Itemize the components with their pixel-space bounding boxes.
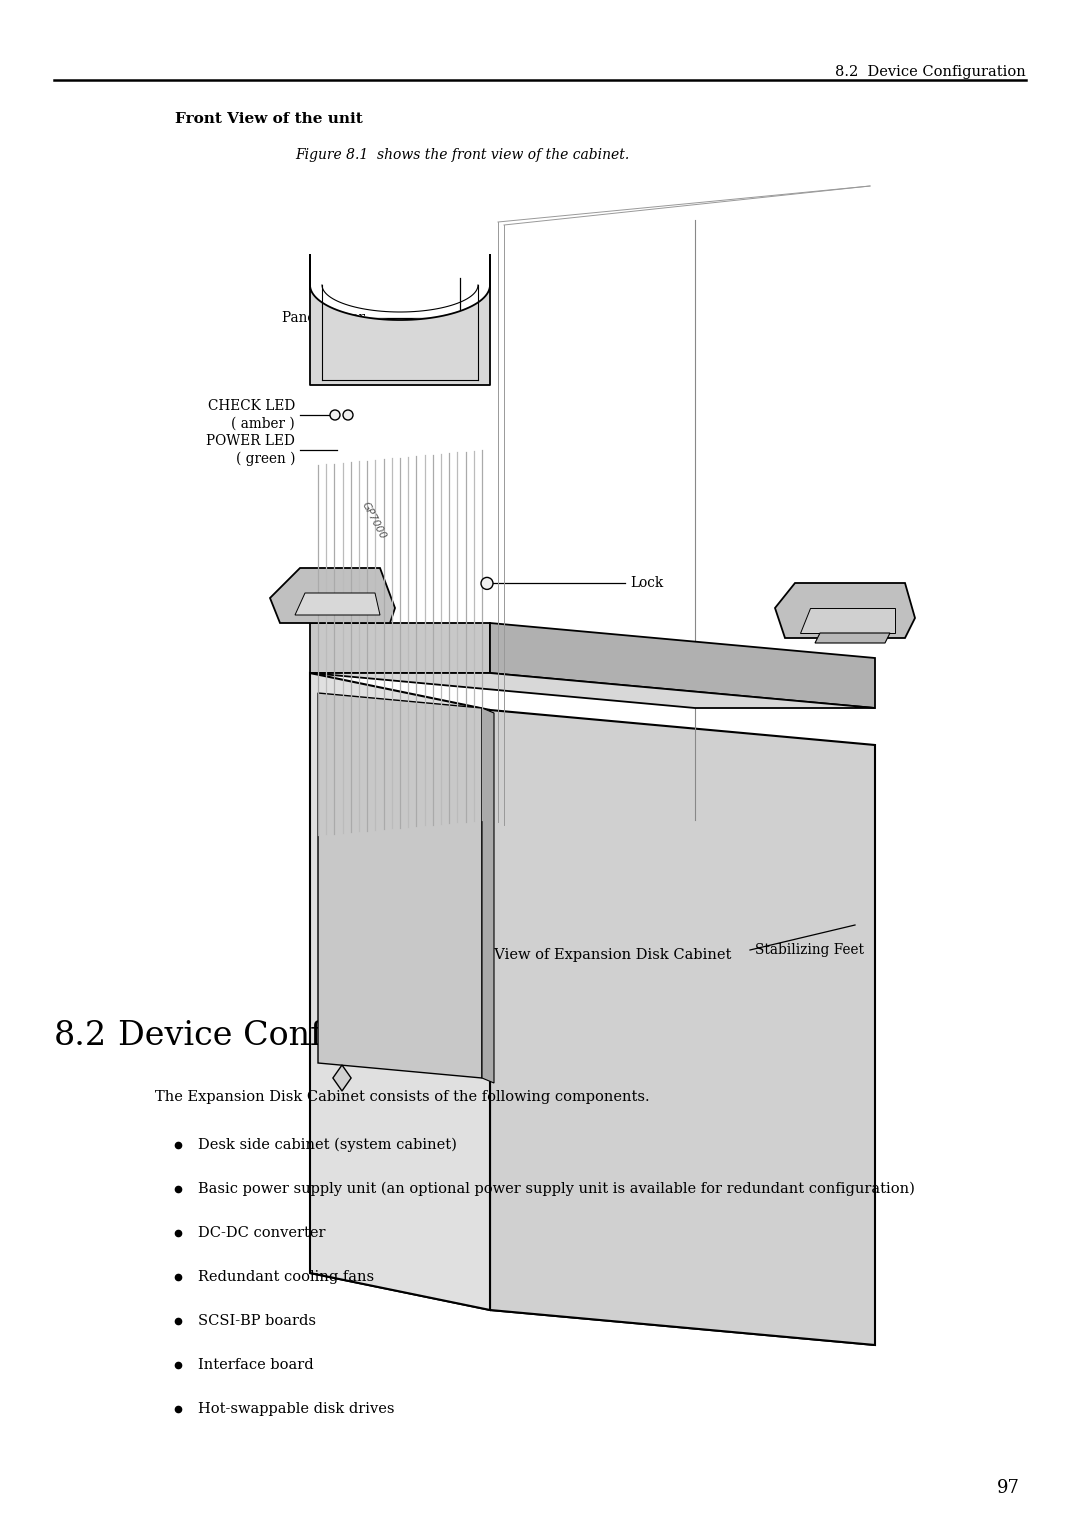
Polygon shape [800,608,895,633]
Text: 97: 97 [997,1479,1020,1497]
Circle shape [343,410,353,420]
Text: GP7000: GP7000 [360,500,388,541]
Text: Front View of the unit: Front View of the unit [175,112,363,125]
Text: The Expansion Disk Cabinet consists of the following components.: The Expansion Disk Cabinet consists of t… [156,1089,650,1105]
Polygon shape [270,568,395,623]
Polygon shape [775,584,915,639]
Polygon shape [490,623,875,707]
Polygon shape [310,623,490,672]
Text: DC-DC converter: DC-DC converter [198,1225,325,1241]
Circle shape [481,578,492,590]
Text: Desk side cabinet (system cabinet): Desk side cabinet (system cabinet) [198,1138,457,1152]
Polygon shape [310,1273,875,1345]
Text: ( green ): ( green ) [235,452,295,466]
Polygon shape [482,707,494,1083]
Text: Hot-swappable disk drives: Hot-swappable disk drives [198,1403,394,1416]
Text: Redundant cooling fans: Redundant cooling fans [198,1270,374,1284]
Polygon shape [310,672,490,1309]
Text: Lock: Lock [630,576,663,590]
Polygon shape [333,1065,351,1091]
Text: Interface board: Interface board [198,1358,313,1372]
Circle shape [330,410,340,420]
Polygon shape [815,633,890,643]
Text: Device Configuration: Device Configuration [118,1021,477,1051]
Text: SCSI-BP boards: SCSI-BP boards [198,1314,316,1328]
Text: Basic power supply unit (an optional power supply unit is available for redundan: Basic power supply unit (an optional pow… [198,1183,915,1196]
Polygon shape [310,255,490,385]
Text: Figure 8.1     Front View of Expansion Disk Cabinet: Figure 8.1 Front View of Expansion Disk … [349,947,731,963]
Text: CHECK LED: CHECK LED [207,399,295,413]
Text: Stabilizing Feet: Stabilizing Feet [755,943,864,957]
Polygon shape [310,672,875,707]
Polygon shape [318,694,482,1077]
Polygon shape [295,593,380,614]
Text: 8.2  Device Configuration: 8.2 Device Configuration [835,66,1026,79]
Text: 8.2: 8.2 [54,1021,107,1051]
Text: Figure 8.1  shows the front view of the cabinet.: Figure 8.1 shows the front view of the c… [295,148,630,162]
Text: ( amber ): ( amber ) [231,417,295,431]
Text: POWER LED: POWER LED [206,434,295,448]
Text: Panel Cover: Panel Cover [282,312,365,325]
Polygon shape [490,711,875,1345]
